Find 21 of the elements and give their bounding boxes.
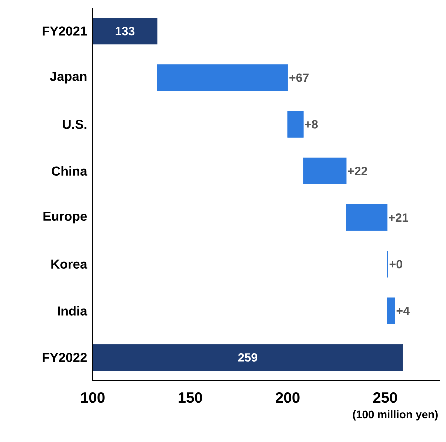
data-label: +8 [305,120,318,129]
x-axis-title: (100 million yen) [353,410,438,421]
data-label: +67 [290,74,309,82]
x-tick-label: 250 [373,392,398,404]
data-label: +22 [348,167,368,176]
data-label: 133 [116,27,135,36]
data-label: 259 [238,353,258,362]
y-tick-label: FY2022 [42,353,87,362]
data-label: +4 [396,306,410,316]
data-label: +0 [390,260,402,269]
y-tick-label: China [52,166,88,176]
y-tick-label: India [58,306,88,316]
x-tick-label: 150 [178,392,202,404]
y-tick-label: Japan [50,72,87,84]
x-tick-label: 200 [276,392,300,404]
y-tick-label: Korea [52,260,88,269]
y-tick-label: U.S. [63,120,87,130]
x-tick-label: 100 [81,392,105,404]
y-tick-label: FY2021 [42,26,88,36]
data-label: +21 [389,214,409,222]
y-tick-label: Europe [44,212,88,224]
